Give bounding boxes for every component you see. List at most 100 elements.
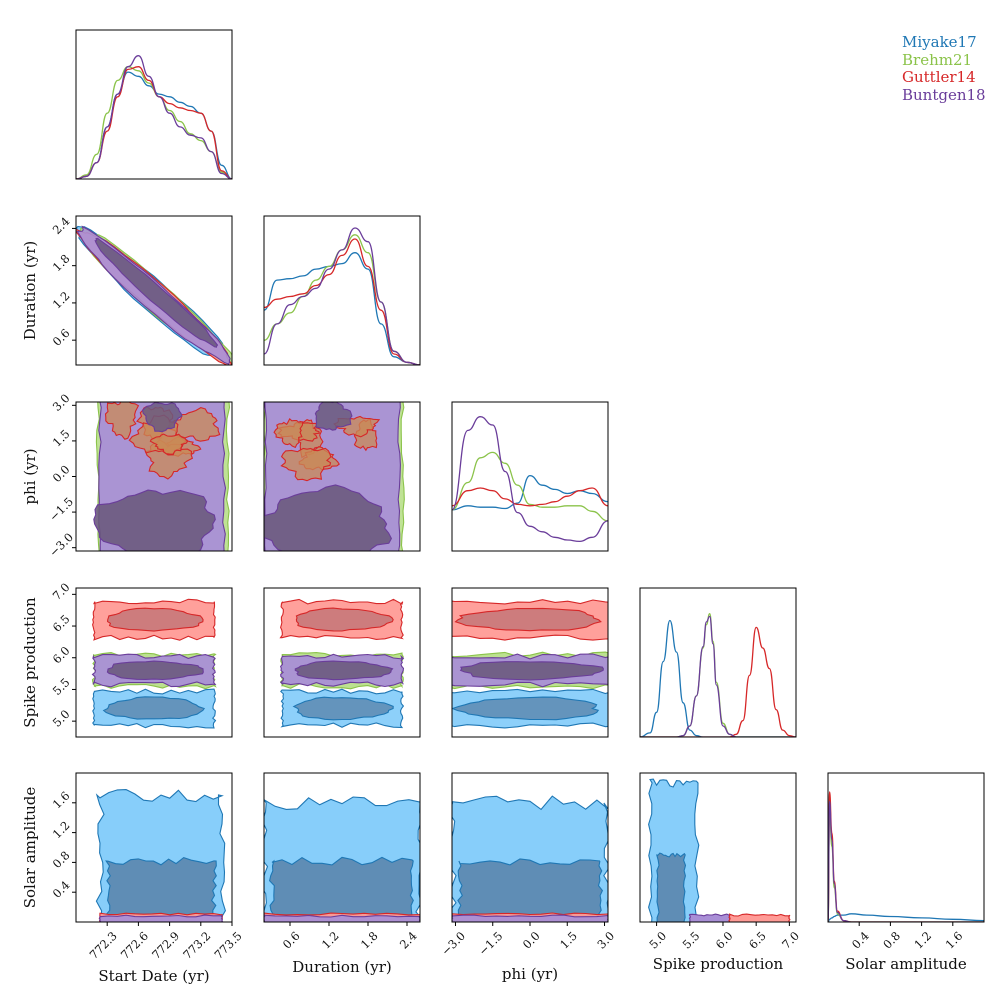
y-axis-label-phi: phi (yr): [21, 448, 39, 504]
panel-frame: [263, 587, 421, 738]
panel-frame: [75, 772, 233, 923]
legend: Miyake17 Brehm21 Guttler14 Buntgen18: [902, 33, 986, 104]
panel-duration-vs-start: [75, 215, 233, 366]
marginal-line-start-buntgen18: [76, 55, 232, 179]
contour-overlap-guttler14: [149, 433, 189, 455]
y-tick-label-duration: 1.8: [50, 251, 73, 274]
panel-frame: [639, 772, 797, 923]
marginal-line-duration-buntgen18: [264, 227, 420, 365]
contour-inner-miyake17: [292, 696, 394, 721]
contour-overlap-guttler14: [280, 447, 332, 482]
x-tick-label-phi: 3.0: [594, 929, 617, 952]
y-tick-label-phi: 1.5: [50, 427, 73, 450]
legend-entry-buntgen18: Buntgen18: [902, 85, 986, 104]
contour-inner-buntgen18: [459, 661, 604, 681]
y-tick-label-phi: 0.0: [50, 462, 73, 485]
contour-outer-guttler14: [728, 913, 791, 922]
y-tick-label-solar: 0.4: [50, 878, 73, 901]
diag-panel-start: [75, 29, 233, 180]
panel-solar-vs-spike: [639, 772, 797, 923]
marginal-line-spike-buntgen18: [640, 615, 796, 737]
x-tick-label-spike: 5.5: [680, 929, 703, 952]
x-tick-label-start: 772.9: [149, 929, 182, 962]
y-tick-label-spike: 6.0: [50, 643, 73, 666]
panel-spike-vs-duration: [263, 587, 421, 738]
panel-phi-vs-duration: [263, 401, 421, 552]
x-tick-label-phi: −3.0: [438, 929, 468, 959]
y-tick-label-phi: −1.5: [46, 494, 76, 524]
x-tick-label-duration: 1.2: [319, 929, 342, 952]
x-tick-label-duration: 1.8: [358, 929, 381, 952]
panel-solar-vs-start: [75, 772, 233, 923]
contour-outer-buntgen18: [452, 914, 608, 922]
x-tick-label-solar: 0.4: [849, 929, 872, 952]
marginal-line-phi-buntgen18: [452, 416, 608, 543]
contour-inner-guttler14: [454, 607, 602, 632]
marginal-line-duration-miyake17: [264, 252, 420, 365]
y-axis-label-solar: Solar amplitude: [21, 787, 39, 909]
marginal-line-solar-guttler14: [828, 791, 984, 922]
panel-contours-spike-vs-duration: [279, 598, 405, 729]
panel-solar-vs-phi: [451, 772, 609, 923]
x-tick-label-duration: 0.6: [280, 929, 303, 952]
panel-contours-solar-vs-spike: [648, 778, 791, 922]
marginal-line-duration-brehm21: [264, 234, 420, 365]
contour-inner-buntgen18: [94, 237, 219, 348]
x-tick-label-phi: 0.0: [520, 929, 543, 952]
panel-contours-phi-vs-duration: [264, 402, 405, 551]
contour-inner-buntgen18-top: [314, 402, 353, 431]
x-axis-label-duration: Duration (yr): [292, 958, 391, 976]
x-tick-label-start: 772.6: [118, 929, 151, 962]
x-tick-label-phi: 1.5: [557, 929, 580, 952]
panel-frame: [75, 587, 233, 738]
x-tick-label-solar: 1.2: [911, 929, 934, 952]
x-axis-label-spike: Spike production: [653, 955, 784, 973]
y-tick-label-duration: 2.4: [50, 214, 73, 237]
contour-inner-buntgen18: [294, 660, 394, 681]
panel-frame: [263, 772, 421, 923]
diag-frame-phi: [451, 401, 609, 552]
marginal-line-phi-guttler14: [452, 487, 608, 507]
x-tick-label-spike: 6.5: [746, 929, 769, 952]
contour-inner-guttler14: [295, 607, 394, 632]
y-tick-label-spike: 6.5: [50, 612, 73, 635]
contour-inner-miyake17: [656, 852, 687, 922]
contour-overlap-guttler14: [104, 402, 140, 440]
contour-inner-buntgen18: [106, 660, 204, 681]
contour-outer-buntgen18: [688, 913, 731, 922]
y-tick-label-duration: 0.6: [50, 326, 73, 349]
panel-solar-vs-duration: [263, 772, 421, 923]
contour-inner-miyake17: [457, 858, 604, 922]
marginal-line-solar-brehm21: [828, 811, 984, 922]
y-tick-label-phi: 3.0: [50, 391, 73, 414]
contour-inner-buntgen18: [93, 489, 216, 551]
panel-contours-solar-vs-phi: [452, 795, 608, 922]
marginal-line-start-brehm21: [76, 66, 232, 179]
contour-inner-miyake17: [268, 856, 414, 922]
x-tick-label-duration: 2.4: [397, 929, 420, 952]
contour-inner-buntgen18-top: [141, 402, 183, 433]
panel-spike-vs-start: [75, 587, 233, 738]
legend-entry-brehm21: Brehm21: [902, 50, 973, 69]
y-tick-label-spike: 7.0: [50, 580, 73, 603]
y-tick-label-solar: 0.8: [50, 848, 73, 871]
diag-frame-spike: [639, 587, 797, 738]
marginal-line-solar-miyake17: [828, 913, 984, 922]
marginal-line-spike-brehm21: [640, 613, 796, 737]
contour-outer-buntgen18: [98, 914, 224, 922]
y-tick-label-spike: 5.5: [50, 675, 73, 698]
x-tick-label-spike: 7.0: [779, 929, 802, 952]
y-axis-label-duration: Duration (yr): [21, 241, 39, 340]
x-axis-label-start: Start Date (yr): [98, 967, 209, 985]
y-tick-label-phi: −3.0: [46, 530, 76, 560]
diag-panel-spike: [639, 587, 797, 738]
panel-frame: [263, 401, 421, 552]
panel-contours-phi-vs-start: [93, 402, 231, 551]
marginal-line-spike-guttler14: [640, 626, 796, 737]
marginal-line-phi-brehm21: [452, 451, 608, 522]
panel-frame: [75, 215, 233, 366]
y-tick-label-spike: 5.0: [50, 707, 73, 730]
x-tick-label-phi: −1.5: [476, 929, 506, 959]
